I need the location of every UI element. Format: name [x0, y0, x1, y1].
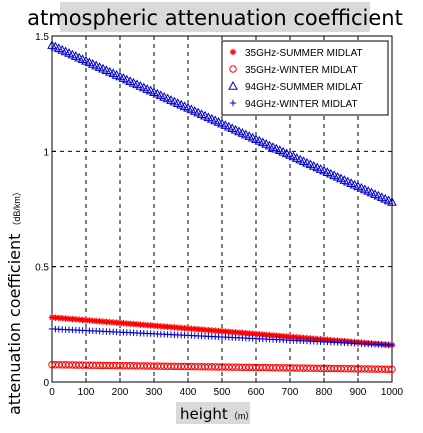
x-tick-label: 600	[248, 387, 265, 398]
x-tick-label: 100	[78, 387, 95, 398]
legend-marker	[229, 65, 237, 73]
title-background	[60, 2, 370, 32]
series-94ghz-winter-midlat	[48, 325, 396, 349]
y-tick-label: 1	[43, 147, 49, 158]
legend-marker	[229, 99, 237, 107]
legend-label: 94GHz-SUMMER MIDLAT	[245, 82, 363, 93]
x-tick-label: 700	[282, 387, 299, 398]
y-axis-label-text: attenuation coefficient	[5, 234, 24, 415]
legend-marker	[229, 48, 237, 56]
x-tick-label: 300	[146, 387, 163, 398]
x-axis-label: height（m）	[180, 405, 254, 423]
series-35ghz-winter-midlat	[48, 361, 396, 374]
x-tick-label: 500	[214, 387, 231, 398]
legend: 35GHz-SUMMER MIDLAT 35GHz-WINTER MIDLAT 94…	[228, 48, 363, 110]
axis-ticks: 0 100 200 300 400 500 600 700 800 900 1000 0 0.5 1 1.5	[35, 32, 403, 398]
legend-box	[221, 40, 389, 116]
y-tick-label: 0	[43, 378, 49, 389]
x-tick-label: 200	[112, 387, 129, 398]
y-axis-unit: （dB/km）	[12, 187, 22, 231]
legend-label: 35GHz-WINTER MIDLAT	[245, 65, 358, 76]
data-point	[388, 365, 396, 374]
x-axis-unit: （m）	[229, 411, 255, 421]
chart-title: atmospheric attenuation coefficient	[27, 6, 403, 30]
legend-label: 35GHz-SUMMER MIDLAT	[245, 48, 363, 59]
y-tick-label: 1.5	[35, 32, 49, 43]
series-94ghz-summer-midlat	[47, 40, 397, 206]
data-point	[387, 197, 397, 206]
x-tick-label: 900	[350, 387, 367, 398]
y-axis-label: attenuation coefficient （dB/km）	[5, 187, 24, 415]
data-series	[47, 40, 397, 374]
legend-marker	[228, 80, 238, 90]
legend-label: 94GHz-WINTER MIDLAT	[245, 99, 358, 110]
x-tick-label: 0	[49, 387, 55, 398]
data-point	[388, 341, 396, 349]
x-tick-label: 800	[316, 387, 333, 398]
data-point	[384, 365, 393, 373]
y-tick-label: 0.5	[35, 263, 49, 274]
x-tick-label: 400	[180, 387, 197, 398]
x-axis-label-text: height	[180, 405, 228, 423]
x-tick-label: 1000	[381, 387, 404, 398]
x-label-background	[176, 402, 250, 424]
